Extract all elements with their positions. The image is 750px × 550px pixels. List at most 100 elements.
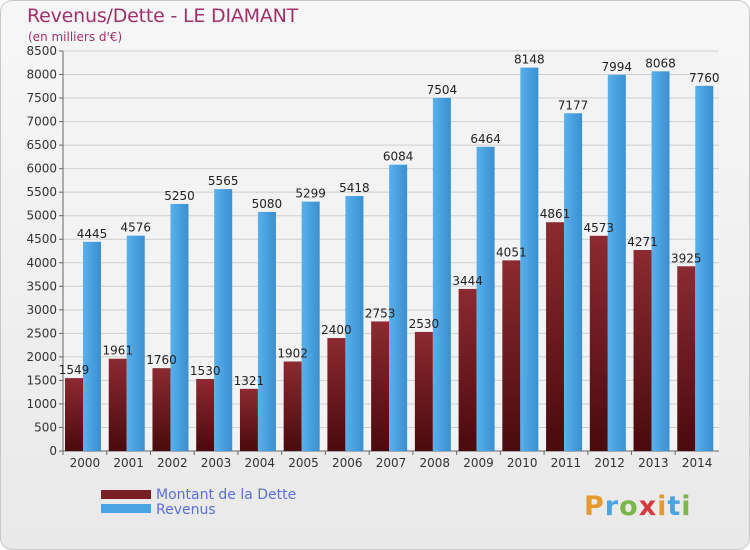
data-label-revenus: 6464 (470, 132, 501, 146)
x-tick-label: 2010 (507, 456, 538, 470)
bar-dette (458, 288, 477, 451)
bar-revenus (83, 241, 101, 451)
x-tick-label: 2007 (376, 456, 407, 470)
y-tick-label: 4500 (26, 232, 57, 246)
bar-revenus (301, 201, 320, 451)
x-tick-label: 2013 (638, 456, 669, 470)
logo-letter: P (584, 491, 605, 522)
logo-letter: x (638, 491, 658, 522)
y-tick-label: 5500 (26, 185, 57, 199)
y-tick-label: 2500 (26, 326, 57, 340)
bar-dette (239, 388, 258, 451)
data-label-revenus: 7760 (689, 71, 720, 85)
data-label-revenus: 7994 (602, 60, 633, 74)
bar-dette (589, 235, 608, 451)
data-label-revenus: 7504 (427, 83, 458, 97)
data-label-dette: 2400 (321, 323, 352, 337)
data-label-dette: 1321 (234, 374, 265, 388)
bar-revenus (170, 203, 189, 451)
bar-revenus (126, 235, 145, 451)
data-label-dette: 1902 (277, 346, 308, 360)
y-tick-label: 5000 (26, 209, 57, 223)
data-label-revenus: 8148 (514, 53, 545, 67)
bar-revenus (214, 189, 233, 451)
y-tick-label: 3500 (26, 279, 57, 293)
data-label-revenus: 5250 (164, 189, 195, 203)
y-tick-label: 6000 (26, 162, 57, 176)
bar-dette (283, 361, 302, 451)
data-label-revenus: 7177 (558, 98, 589, 112)
legend-swatch-dette (101, 490, 151, 499)
y-tick-label: 8500 (26, 44, 57, 58)
y-tick-label: 8000 (26, 68, 57, 82)
bar-dette (196, 379, 215, 451)
legend-swatch-revenus (101, 504, 151, 513)
data-label-revenus: 5080 (252, 197, 283, 211)
y-tick-label: 1000 (26, 397, 57, 411)
chart-title: Revenus/Dette - LE DIAMANT (27, 5, 299, 27)
x-tick-label: 2004 (245, 456, 276, 470)
data-label-dette: 1961 (102, 344, 133, 358)
x-tick-label: 2014 (682, 456, 713, 470)
data-label-dette: 1549 (59, 363, 90, 377)
x-tick-label: 2002 (157, 456, 188, 470)
y-tick-label: 1500 (26, 373, 57, 387)
legend-label-revenus: Revenus (156, 502, 216, 518)
bar-revenus (695, 85, 714, 451)
logo-letter: r (604, 491, 620, 522)
bar-dette (633, 250, 652, 451)
bar-revenus (257, 211, 276, 451)
data-label-revenus: 4445 (77, 227, 108, 241)
bar-revenus (476, 146, 495, 451)
y-tick-label: 7000 (26, 115, 57, 129)
data-label-dette: 4573 (584, 221, 615, 235)
data-label-dette: 2753 (365, 306, 396, 320)
bar-dette (327, 338, 346, 451)
bar-revenus (651, 71, 670, 452)
bar-dette (371, 321, 390, 451)
data-label-dette: 4051 (496, 245, 527, 259)
data-label-revenus: 8068 (645, 56, 676, 70)
data-label-dette: 2530 (409, 317, 440, 331)
y-tick-label: 500 (34, 420, 57, 434)
y-tick-label: 6500 (26, 138, 57, 152)
chart-subtitle: (en milliers d'€) (28, 30, 123, 44)
bar-revenus (389, 164, 408, 451)
bar-revenus (564, 113, 583, 452)
x-tick-label: 2009 (463, 456, 494, 470)
bar-revenus (345, 196, 364, 451)
data-label-dette: 1530 (190, 364, 221, 378)
bar-revenus (607, 74, 626, 451)
x-tick-label: 2011 (551, 456, 582, 470)
y-tick-label: 7500 (26, 91, 57, 105)
data-label-revenus: 5299 (295, 187, 326, 201)
bar-dette (152, 368, 171, 451)
x-tick-label: 2006 (332, 456, 363, 470)
y-tick-label: 4000 (26, 256, 57, 270)
data-label-revenus: 6084 (383, 150, 414, 164)
data-label-dette: 3444 (452, 274, 483, 288)
bar-dette (108, 358, 127, 451)
x-tick-label: 2001 (113, 456, 144, 470)
proxiti-logo: Proxiti (584, 491, 692, 522)
legend-label-dette: Montant de la Dette (156, 487, 297, 503)
x-tick-label: 2008 (419, 456, 450, 470)
bar-dette (502, 260, 521, 451)
bar-revenus (432, 97, 451, 451)
logo-letter: o (619, 491, 639, 522)
logo-letter: t (667, 491, 682, 522)
data-label-revenus: 5418 (339, 181, 370, 195)
data-label-dette: 1760 (146, 353, 177, 367)
bar-dette (65, 378, 83, 451)
bar-dette (677, 266, 696, 451)
y-tick-label: 3000 (26, 303, 57, 317)
data-label-dette: 4271 (627, 235, 658, 249)
data-label-revenus: 4576 (120, 221, 151, 235)
logo-letter: i (681, 491, 692, 522)
data-label-revenus: 5565 (208, 174, 239, 188)
data-label-dette: 3925 (671, 251, 702, 265)
logo-letter: i (657, 491, 668, 522)
data-label-dette: 4861 (540, 207, 571, 221)
